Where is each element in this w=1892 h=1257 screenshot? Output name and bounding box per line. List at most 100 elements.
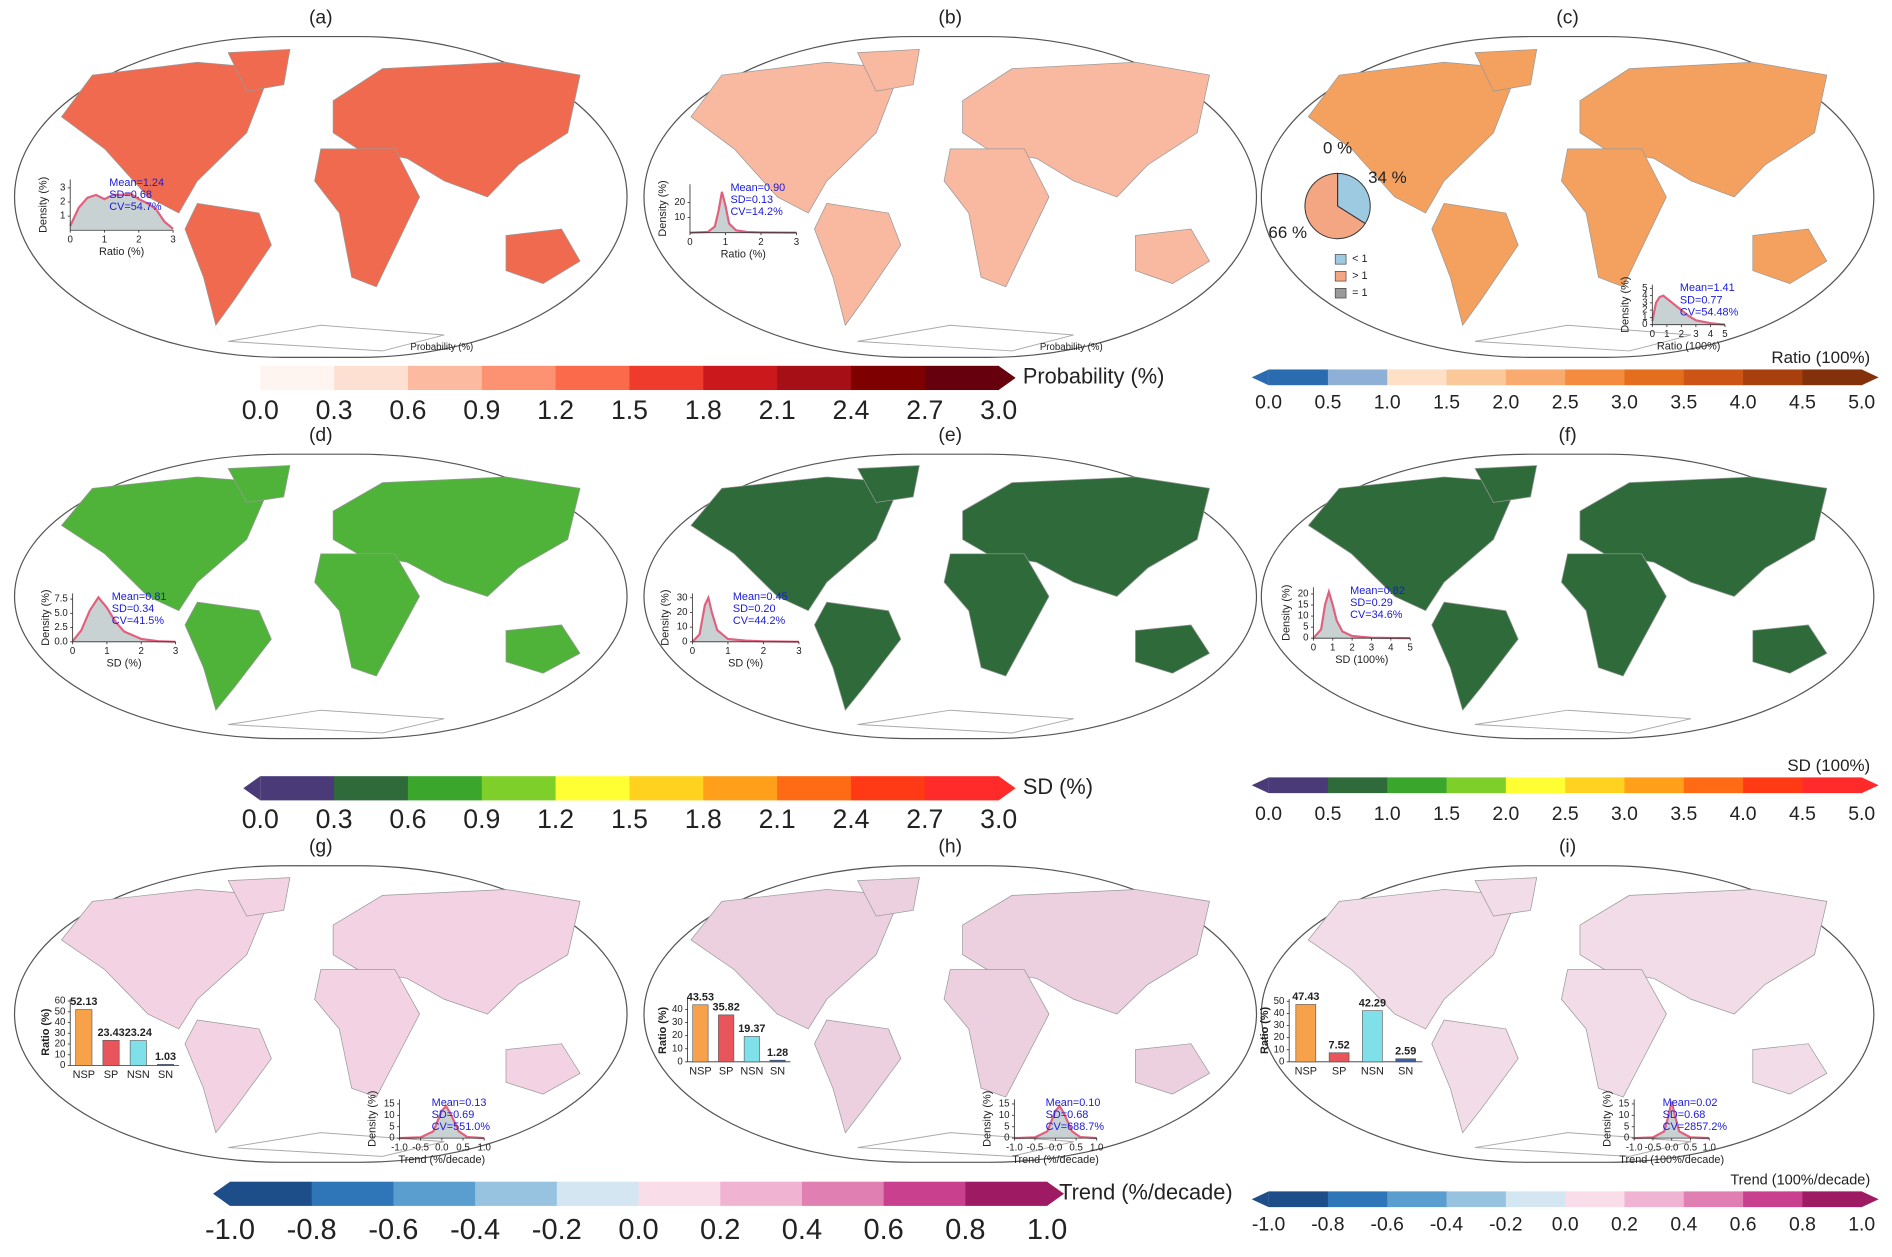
- antarctica: [857, 324, 1074, 352]
- colorbar: Trend (%/decade) -1.0 -0.8 -0.6 -0.4 -0.2 0.0 0…: [205, 1180, 1233, 1246]
- y-tick-label: 15: [1619, 1099, 1630, 1110]
- colorbar-arrow: [213, 1181, 230, 1206]
- y-tick-label: 10: [672, 1043, 683, 1054]
- land: [857, 877, 920, 917]
- colorbar: Trend (100%/decade) -1.0 -0.8 -0.6 -0.4 -0.2 0…: [1251, 1172, 1879, 1235]
- colorbar-bin: [1268, 369, 1329, 386]
- stat-text: SD=0.13: [730, 194, 773, 206]
- stat-text: Mean=0.13: [432, 1097, 487, 1109]
- y-tick-label: 50: [55, 1006, 66, 1017]
- y-tick-label: 5: [1004, 1121, 1009, 1132]
- density-area: [1313, 591, 1411, 639]
- colorbar-arrow: [1251, 777, 1269, 794]
- pie-label: 34 %: [1368, 168, 1407, 187]
- bar-value-label: 43.53: [687, 991, 714, 1003]
- density-area: [72, 597, 176, 642]
- colorbar-tick-label: 4.0: [1730, 391, 1757, 413]
- stat-text: CV=688.7%: [1046, 1121, 1105, 1133]
- land: [332, 476, 581, 597]
- land: [962, 61, 1210, 198]
- density-area: [1014, 1106, 1097, 1139]
- x-tick-label: 3: [1369, 642, 1374, 653]
- map-note: Probability (%): [1040, 342, 1103, 353]
- x-tick-label: 1: [1664, 329, 1669, 340]
- colorbar-bin: [1683, 1191, 1744, 1208]
- bar-value-label: 19.37: [738, 1023, 765, 1035]
- y-tick-label: 40: [672, 1004, 683, 1015]
- panel: (a) Probability (%) 0 1 2 3 1 2 3 Ratio (%) Densit…: [13, 7, 628, 358]
- y-tick-label: 20: [677, 607, 688, 618]
- bar: [102, 1040, 120, 1066]
- stat-text: CV=54.48%: [1680, 306, 1739, 318]
- land: [943, 553, 1050, 677]
- land: [184, 601, 272, 711]
- colorbar-tick-label: 1.0: [1848, 1213, 1875, 1235]
- colorbar-tick-label: 1.0: [1374, 391, 1401, 413]
- land: [1135, 228, 1211, 285]
- y-tick-label: 10: [1619, 1110, 1630, 1121]
- stat-text: SD=0.34: [112, 603, 155, 615]
- bar: [743, 1036, 760, 1063]
- panel-label: (f): [1558, 424, 1576, 446]
- colorbar-bin: [801, 1181, 885, 1206]
- colorbar-tick-label: 4.0: [1730, 803, 1757, 825]
- x-tick-label: 2: [758, 237, 763, 248]
- y-tick-label: 20: [674, 197, 685, 208]
- colorbar-bin: [1802, 1191, 1863, 1208]
- x-tick-label: 2: [1349, 642, 1354, 653]
- x-axis-label: Ratio (%): [99, 246, 144, 258]
- colorbar-tick-label: 0.0: [242, 804, 279, 834]
- colorbar-label: Probability (%): [1023, 364, 1165, 389]
- x-axis-label: Ratio (100%): [1657, 340, 1720, 352]
- antarctica: [1474, 709, 1692, 734]
- colorbar-bin: [556, 1181, 639, 1206]
- colorbar-tick-label: 3.0: [980, 395, 1017, 425]
- pie-label: 66 %: [1268, 223, 1307, 242]
- y-tick-label: 10: [1298, 611, 1309, 622]
- stat-text: Mean=0.10: [1046, 1097, 1101, 1109]
- legend-swatch: [1334, 254, 1347, 265]
- pie-label: 0 %: [1323, 139, 1352, 158]
- y-tick-label: 7.5: [54, 594, 67, 605]
- stat-text: Mean=1.24: [109, 177, 164, 189]
- colorbar-bin: [1327, 1191, 1388, 1208]
- y-tick-label: 0: [1303, 633, 1308, 644]
- bar-value-label: 47.43: [1292, 991, 1319, 1003]
- colorbar: SD (100%) 0.0 0.5 1.0 1.5 2.0 2.5 3.0 3.5 4.0 4.5 5…: [1251, 756, 1879, 825]
- x-tick-label: -0.5: [1645, 1142, 1662, 1153]
- colorbar-tick-label: 3.0: [980, 804, 1017, 834]
- colorbar-bin: [1387, 777, 1447, 794]
- x-tick-label: SP: [1332, 1065, 1347, 1077]
- y-tick-label: 10: [55, 1049, 66, 1060]
- land: [1431, 202, 1519, 327]
- y-tick-label: 5.0: [54, 608, 67, 619]
- y-tick-label: 5: [389, 1121, 394, 1132]
- x-tick-label: -0.5: [1027, 1142, 1044, 1153]
- x-tick-label: 0: [1650, 329, 1655, 340]
- x-tick-label: 3: [1693, 329, 1698, 340]
- density-area: [70, 193, 174, 231]
- colorbar-bin: [1505, 369, 1566, 386]
- panel-label: (g): [309, 836, 333, 858]
- colorbar-tick-label: 0.8: [945, 1214, 985, 1246]
- y-tick-label: 5: [1303, 622, 1308, 633]
- land: [1579, 889, 1828, 1015]
- y-tick-label: 0: [1004, 1133, 1009, 1144]
- y-axis-label: Ratio (%): [657, 1006, 669, 1054]
- y-tick-label: 30: [677, 592, 688, 603]
- density-area: [399, 1106, 485, 1139]
- colorbar-tick-label: 1.8: [685, 804, 722, 834]
- y-tick-label: 1: [60, 211, 65, 222]
- colorbar-tick-label: -1.0: [205, 1214, 255, 1246]
- colorbar-arrow: [243, 776, 261, 801]
- stat-text: Mean=0.81: [112, 591, 167, 603]
- y-tick-label: 2: [60, 197, 65, 208]
- legend-label: < 1: [1352, 253, 1367, 265]
- land: [943, 148, 1050, 288]
- y-axis-label: Ratio (%): [1259, 1006, 1271, 1054]
- x-tick-label: 2: [136, 234, 141, 245]
- colorbar-bin: [1565, 1191, 1625, 1208]
- colorbar-tick-label: 1.5: [1433, 803, 1460, 825]
